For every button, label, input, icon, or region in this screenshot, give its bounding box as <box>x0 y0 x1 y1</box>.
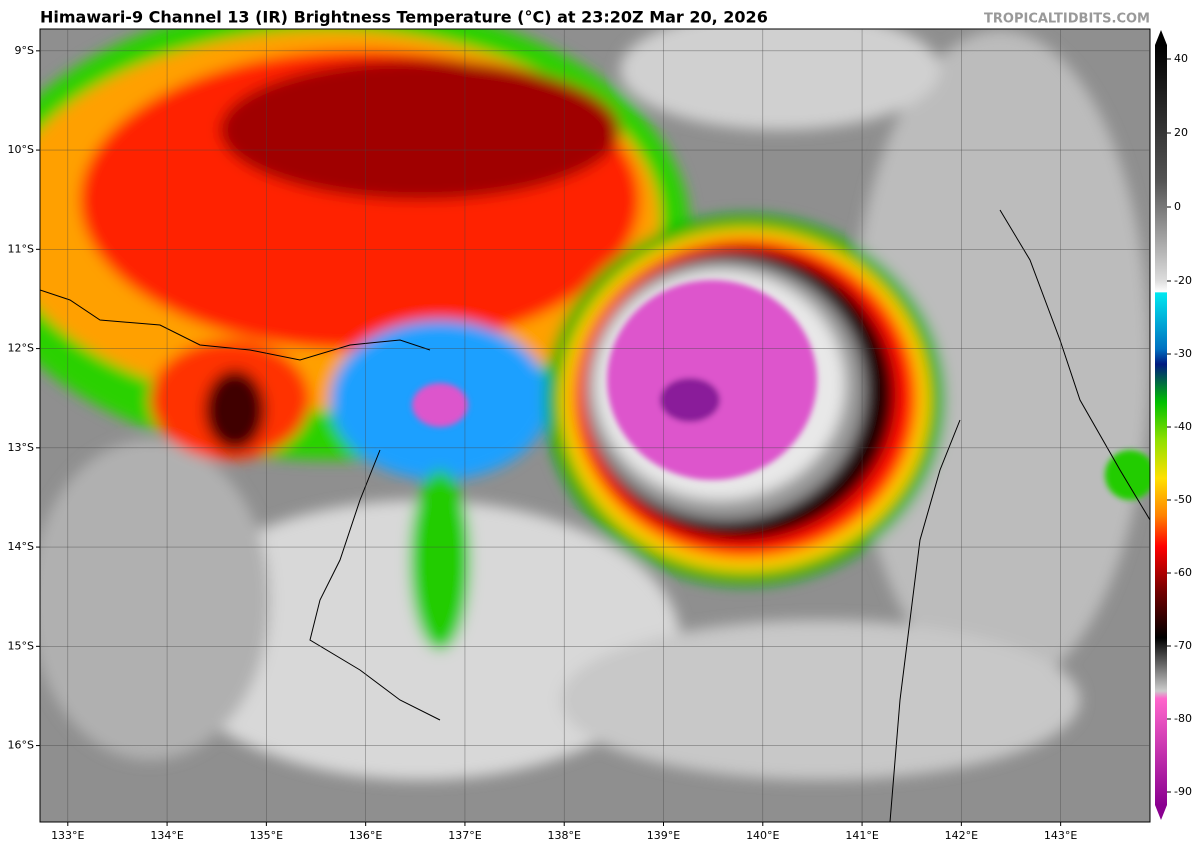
y-tick-label: 11°S <box>8 242 34 255</box>
colorbar <box>1155 45 1167 805</box>
x-tick-label: 140°E <box>746 829 779 842</box>
source: TROPICALTIDBITS.COM <box>984 12 1150 27</box>
colorbar-tick-label: 20 <box>1174 126 1188 139</box>
x-tick-label: 134°E <box>150 829 183 842</box>
y-tick-label: 12°S <box>8 342 34 355</box>
x-tick-label: 133°E <box>51 829 84 842</box>
y-tick-label: 14°S <box>8 540 34 553</box>
colorbar-tick-label: 0 <box>1174 200 1181 213</box>
satellite-image <box>40 29 1150 822</box>
x-tick-label: 142°E <box>945 829 978 842</box>
map-frame <box>39 28 1151 823</box>
title: Himawari-9 Channel 13 (IR) Brightness Te… <box>40 8 768 27</box>
y-tick-label: 13°S <box>8 441 34 454</box>
colorbar-tick-label: -40 <box>1174 420 1192 433</box>
colorbar-extend <box>1155 805 1167 820</box>
x-tick-label: 137°E <box>448 829 481 842</box>
colorbar-tick-label: -70 <box>1174 639 1192 652</box>
colorbar-tick-label: -80 <box>1174 712 1192 725</box>
colorbar-tick-label: 40 <box>1174 52 1188 65</box>
y-tick-label: 10°S <box>8 143 34 156</box>
x-tick-label: 143°E <box>1044 829 1077 842</box>
colorbar-tick-label: -20 <box>1174 274 1192 287</box>
x-tick-label: 135°E <box>250 829 283 842</box>
y-tick-label: 9°S <box>15 44 34 57</box>
y-tick-label: 15°S <box>8 639 34 652</box>
colorbar-tick-label: -30 <box>1174 347 1192 360</box>
colorbar-tick-label: -60 <box>1174 566 1192 579</box>
x-tick-label: 139°E <box>647 829 680 842</box>
x-tick-label: 141°E <box>845 829 878 842</box>
colorbar-extend <box>1155 30 1167 45</box>
colorbar-tick-label: -90 <box>1174 785 1192 798</box>
y-tick-label: 16°S <box>8 739 34 752</box>
x-tick-label: 138°E <box>547 829 580 842</box>
colorbar-tick-label: -50 <box>1174 493 1192 506</box>
x-tick-label: 136°E <box>349 829 382 842</box>
